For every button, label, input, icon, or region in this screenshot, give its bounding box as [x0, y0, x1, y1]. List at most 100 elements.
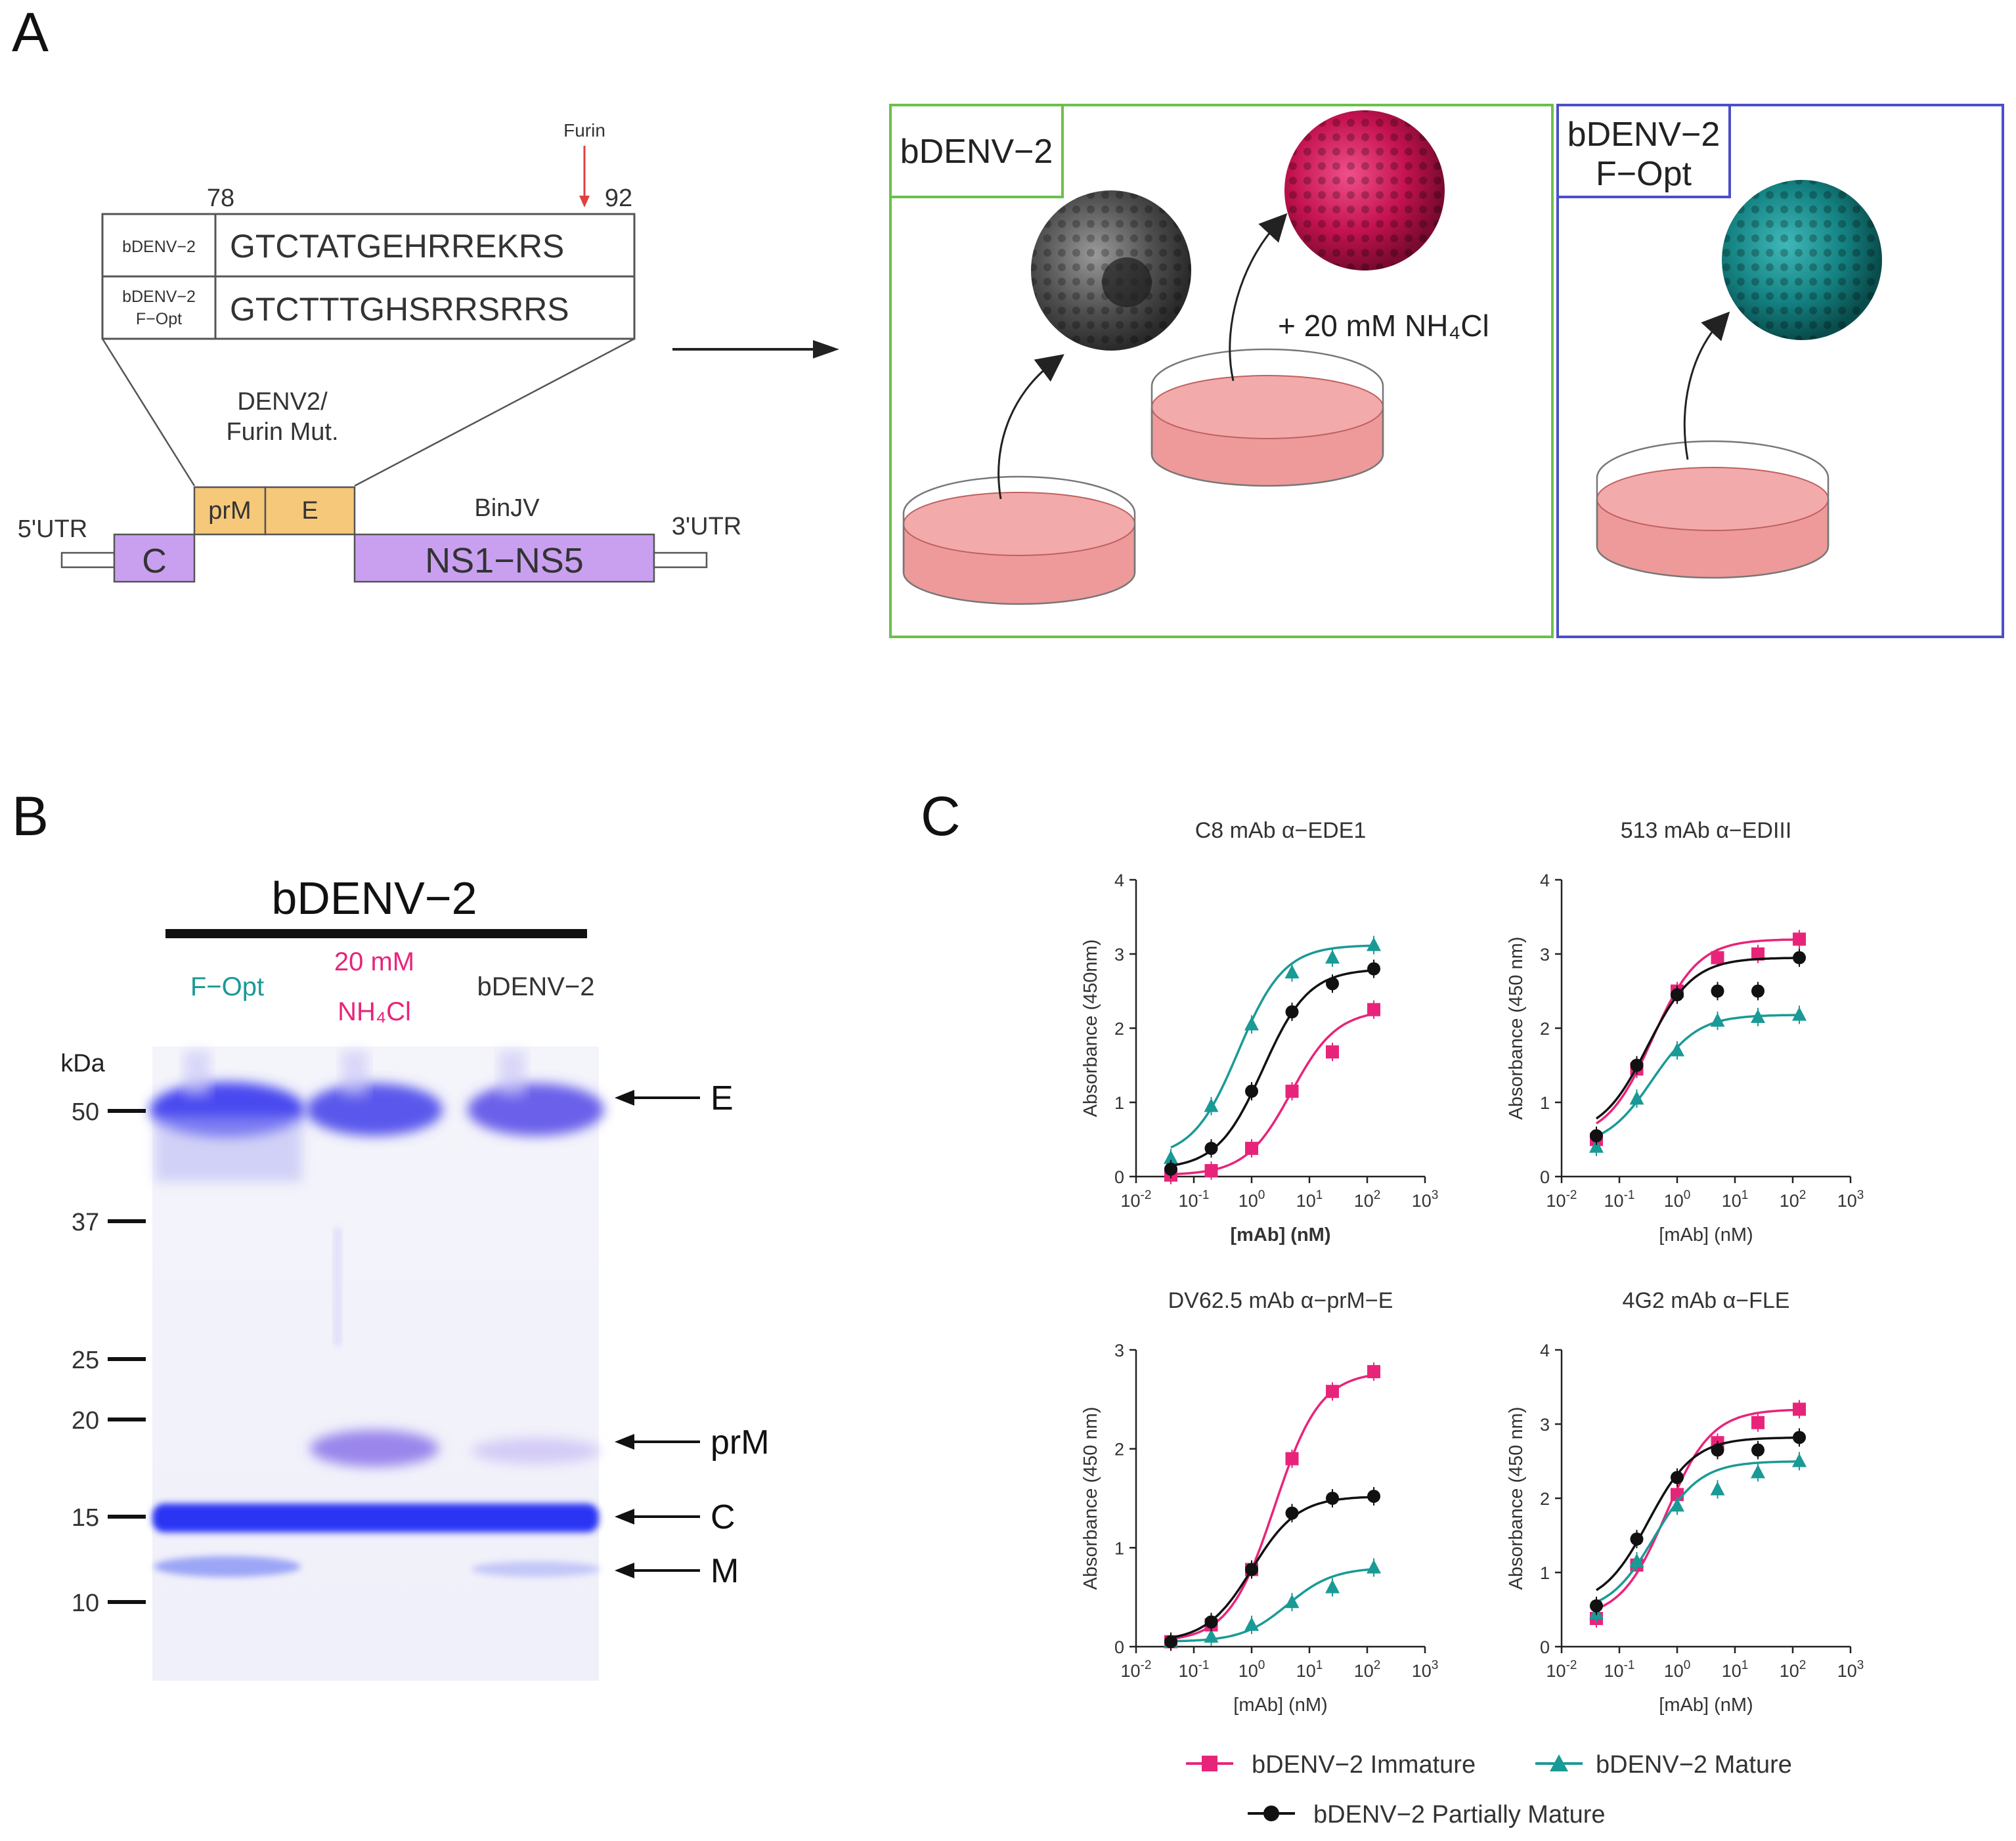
fit-curve: [1170, 969, 1374, 1167]
data-point: [1711, 1443, 1724, 1457]
data-point: [1284, 964, 1300, 979]
data-point: [1245, 1142, 1258, 1156]
data-point: [1204, 1142, 1218, 1156]
data-point: [1671, 988, 1684, 1002]
y-tick-label: 1: [1540, 1563, 1550, 1583]
data-point: [1629, 1091, 1644, 1105]
x-axis-label: [mAb] (nM): [1230, 1224, 1330, 1245]
data-point: [1245, 1563, 1258, 1576]
fit-curve: [1596, 1014, 1799, 1137]
band-arrows: E prM C M: [615, 1079, 770, 1590]
svg-text:10: 10: [72, 1590, 99, 1617]
position-start: 78: [207, 184, 234, 212]
insert-label-2: Furin Mut.: [226, 418, 338, 446]
y-tick-label: 0: [1540, 1167, 1550, 1187]
data-point: [1751, 1416, 1765, 1429]
chart-2: 513 mAb α−EDIII 0 1 2 3 4 10-2 10-1 100 101 102 103…: [1506, 818, 1864, 1245]
data-point: [1326, 1492, 1340, 1505]
y-tick-label: 3: [1114, 945, 1124, 964]
x-tick-label: 103: [1412, 1658, 1439, 1681]
culture-dish-1: [902, 475, 1136, 605]
chart-title: DV62.5 mAb α−prM−E: [1168, 1288, 1393, 1313]
x-tick-label: 101: [1722, 1658, 1749, 1681]
data-point: [1285, 1452, 1299, 1465]
data-point: [1629, 1553, 1644, 1568]
svg-text:37: 37: [72, 1209, 99, 1236]
bdenv2-box-tag: [889, 104, 1064, 198]
y-axis-label: Absorbance (450nm): [1080, 940, 1101, 1117]
svg-text:bDENV−2 Partially Mature: bDENV−2 Partially Mature: [1313, 1801, 1606, 1829]
y-tick-label: 3: [1540, 1415, 1550, 1435]
data-point: [1589, 1138, 1604, 1153]
fit-curve: [1596, 1408, 1800, 1611]
data-point: [1367, 1559, 1382, 1574]
dish1-arrow: [997, 354, 1064, 500]
data-point: [1792, 1453, 1807, 1467]
x-tick-label: 102: [1780, 1188, 1807, 1211]
y-tick-label: 2: [1114, 1019, 1124, 1039]
data-point: [1751, 984, 1765, 998]
svg-text:bDENV−2 Immature: bDENV−2 Immature: [1252, 1751, 1476, 1779]
y-tick-label: 4: [1540, 1341, 1550, 1360]
data-point: [1589, 1129, 1603, 1142]
dish2-arrow: [1229, 213, 1288, 381]
data-point: [1164, 1162, 1177, 1176]
fit-curve: [1170, 1568, 1374, 1643]
fit-curve: [1595, 957, 1799, 1120]
x-axis-label: [mAb] (nM): [1233, 1695, 1327, 1716]
y-tick-label: 0: [1114, 1167, 1124, 1187]
x-tick-label: 10-1: [1179, 1188, 1210, 1211]
y-tick-label: 0: [1540, 1637, 1550, 1657]
x-tick-label: 101: [1722, 1188, 1749, 1211]
band-m-lane1: [154, 1556, 301, 1577]
dish3-arrow: [1683, 311, 1730, 460]
x-tick-label: 10-1: [1179, 1658, 1210, 1681]
x-tick-label: 103: [1837, 1658, 1864, 1681]
panel-c-label: C: [921, 785, 961, 847]
series-square: [1589, 1400, 1807, 1628]
data-point: [1326, 1385, 1340, 1398]
utr5-label: 5'UTR: [18, 515, 88, 543]
prm-gene: [193, 486, 267, 536]
data-point: [1792, 1007, 1807, 1021]
zoom-line-right: [354, 337, 635, 487]
data-point: [1711, 984, 1724, 998]
data-point: [1751, 1009, 1766, 1024]
y-axis-label: Absorbance (450 nm): [1506, 1407, 1527, 1590]
furin-arrowhead: [579, 196, 590, 207]
data-point: [1245, 1085, 1258, 1098]
fit-curve: [1170, 944, 1374, 1149]
utr3-bar: [653, 552, 708, 569]
data-point: [1163, 1150, 1178, 1164]
lane-label-fopt: F−Opt: [190, 972, 264, 1001]
data-point: [1710, 1012, 1725, 1027]
svg-text:50: 50: [72, 1098, 99, 1126]
utr3-label: 3'UTR: [672, 513, 742, 540]
data-point: [1325, 1579, 1340, 1593]
gel-header: bDENV−2: [271, 873, 477, 924]
bdenv2-box-label: bDENV−2: [900, 133, 1053, 171]
series-square: [1164, 1000, 1381, 1184]
x-tick-label: 103: [1412, 1188, 1439, 1211]
genome-construct: DENV2/ Furin Mut. C prM E BinJV NS1−NS5 …: [18, 388, 742, 583]
x-tick-label: 100: [1664, 1658, 1691, 1681]
y-tick-label: 3: [1540, 945, 1550, 964]
y-tick-label: 0: [1114, 1637, 1124, 1657]
data-point: [1325, 949, 1340, 964]
fopt-box-label-1: bDENV−2: [1567, 116, 1720, 154]
e-gene: [264, 486, 356, 536]
svg-text:E: E: [301, 497, 318, 525]
lane-label-nh4cl-1: 20 mM: [334, 947, 414, 976]
x-axis-label: [mAb] (nM): [1659, 1695, 1753, 1716]
band-m-lane3: [471, 1561, 600, 1577]
data-point: [1793, 1402, 1807, 1416]
x-tick-label: 102: [1354, 1658, 1381, 1681]
svg-text:25: 25: [72, 1347, 99, 1374]
legend-item-immature: bDENV−2 Immature: [1186, 1751, 1476, 1779]
x-tick-label: 10-1: [1604, 1658, 1635, 1681]
chart-4: 4G2 mAb α−FLE 0 1 2 3 4 10-2 10-1 100 101 102 103 [m…: [1506, 1288, 1864, 1716]
seq-wildtype: GTCTATGEHRREKRS: [230, 228, 564, 265]
data-point: [1793, 951, 1807, 964]
